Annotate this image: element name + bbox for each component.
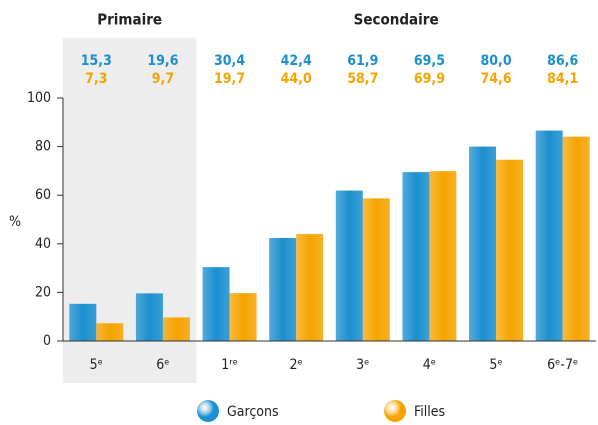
x-tick-label: 5ᵉ bbox=[489, 357, 502, 373]
bar bbox=[535, 130, 563, 341]
bar bbox=[96, 323, 124, 341]
bar bbox=[296, 234, 324, 341]
legend-swatch bbox=[197, 400, 219, 422]
bar bbox=[362, 198, 390, 341]
x-tick-label: 6ᵉ bbox=[156, 357, 169, 373]
y-tick-label: 20 bbox=[35, 284, 51, 300]
value-label: 84,1 bbox=[547, 71, 578, 87]
value-label: 80,0 bbox=[481, 53, 512, 69]
value-label: 7,3 bbox=[85, 71, 107, 87]
legend-label: Garçons bbox=[227, 404, 279, 420]
value-label: 69,5 bbox=[414, 53, 445, 69]
y-tick-label: 100 bbox=[27, 90, 51, 106]
bar bbox=[229, 293, 257, 341]
bar bbox=[202, 267, 230, 341]
value-label: 42,4 bbox=[281, 53, 312, 69]
value-label: 19,6 bbox=[147, 53, 178, 69]
value-label: 58,7 bbox=[347, 71, 378, 87]
value-label: 74,6 bbox=[481, 71, 512, 87]
bar bbox=[269, 237, 297, 341]
x-tick-label: 5ᵉ bbox=[90, 357, 103, 373]
legend-label: Filles bbox=[414, 404, 445, 420]
bar bbox=[429, 171, 457, 341]
x-tick-label: 1ʳᵉ bbox=[221, 357, 238, 373]
y-tick-label: 40 bbox=[35, 236, 51, 252]
x-tick-label: 6ᵉ-7ᵉ bbox=[547, 357, 578, 373]
value-label: 61,9 bbox=[347, 53, 378, 69]
bar bbox=[69, 303, 97, 341]
value-label: 30,4 bbox=[214, 53, 245, 69]
value-label: 15,3 bbox=[81, 53, 112, 69]
legend-swatch bbox=[384, 400, 406, 422]
x-tick-label: 2ᵉ bbox=[290, 357, 303, 373]
y-axis-label: % bbox=[9, 214, 21, 230]
x-tick-label: 3ᵉ bbox=[356, 357, 369, 373]
value-label: 69,9 bbox=[414, 71, 445, 87]
x-tick-label: 4ᵉ bbox=[423, 357, 436, 373]
y-tick-label: 0 bbox=[43, 333, 51, 349]
group-label: Primaire bbox=[97, 11, 162, 29]
value-label: 44,0 bbox=[281, 71, 312, 87]
bar bbox=[402, 172, 430, 341]
y-tick-label: 60 bbox=[35, 187, 51, 203]
value-label: 9,7 bbox=[152, 71, 174, 87]
group-label: Secondaire bbox=[354, 11, 439, 29]
bar bbox=[135, 293, 163, 341]
bar bbox=[496, 159, 524, 341]
bar bbox=[335, 190, 363, 341]
bar bbox=[562, 136, 590, 341]
y-tick-label: 80 bbox=[35, 139, 51, 155]
bar bbox=[469, 146, 497, 341]
value-label: 86,6 bbox=[547, 53, 578, 69]
bar bbox=[162, 317, 190, 341]
value-label: 19,7 bbox=[214, 71, 245, 87]
